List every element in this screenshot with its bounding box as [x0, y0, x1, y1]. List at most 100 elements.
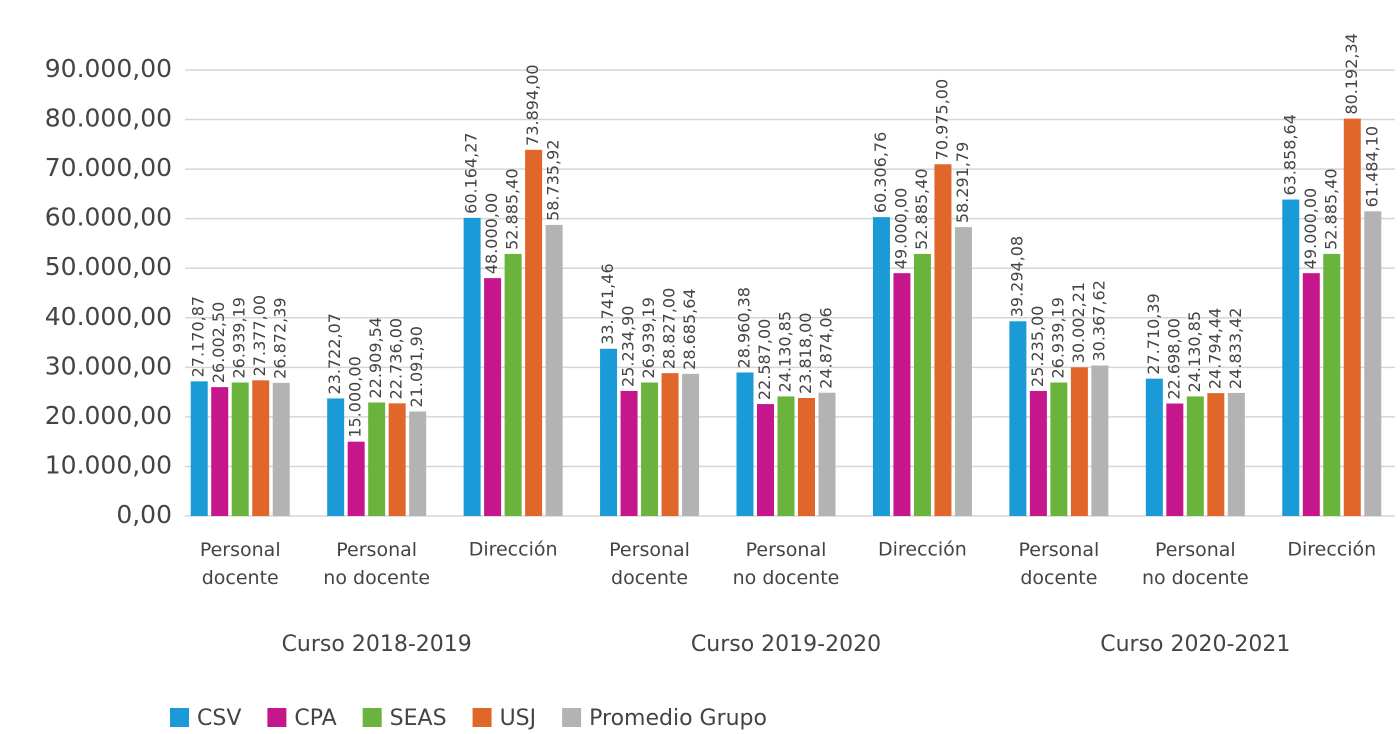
value-label: 23.818,00 — [796, 313, 815, 394]
bar — [872, 217, 890, 517]
bar — [1227, 392, 1245, 516]
value-label: 26.939,19 — [230, 297, 249, 378]
value-label: 39.294,08 — [1007, 236, 1026, 317]
bar — [231, 382, 249, 516]
x-tick-label: Dirección — [1287, 539, 1376, 561]
value-label: 58.291,79 — [953, 142, 972, 223]
value-label: 60.306,76 — [871, 132, 890, 213]
value-label: 52.885,40 — [912, 168, 931, 249]
value-label: 49.000,00 — [1301, 188, 1320, 269]
y-tick-label: 60.000,00 — [45, 203, 172, 232]
value-label: 22.698,00 — [1164, 318, 1183, 399]
bar — [463, 217, 481, 517]
y-tick-label: 80.000,00 — [45, 104, 172, 133]
bar — [1091, 365, 1109, 516]
bar — [327, 398, 345, 516]
legend-label: SEAS — [390, 706, 447, 731]
value-label: 60.164,27 — [462, 132, 481, 213]
x-tick-label: Personal docente — [200, 539, 281, 589]
bar — [661, 373, 679, 516]
legend-label: CPA — [294, 706, 336, 731]
x-tick-label: Personal no docente — [323, 539, 430, 589]
value-label: 33.741,46 — [598, 263, 617, 344]
bar — [388, 403, 406, 516]
bar — [913, 253, 931, 516]
x-tick-label: Personal docente — [609, 539, 690, 589]
bar — [954, 227, 972, 517]
value-label: 30.367,62 — [1089, 280, 1108, 361]
bar — [798, 397, 815, 516]
value-label: 24.130,85 — [1185, 311, 1204, 392]
value-label: 52.885,40 — [503, 168, 522, 249]
bar — [1009, 321, 1027, 516]
value-label: 26.872,39 — [271, 297, 290, 378]
value-label: 27.170,87 — [189, 296, 208, 377]
bar — [252, 380, 270, 516]
bar — [1364, 211, 1382, 516]
x-tick-label: Dirección — [878, 539, 967, 561]
bar — [1282, 199, 1300, 516]
value-label: 22.736,00 — [387, 318, 406, 399]
value-label: 24.130,85 — [776, 311, 795, 392]
y-tick-label: 20.000,00 — [45, 401, 172, 430]
value-label: 21.091,90 — [407, 326, 426, 407]
legend-swatch — [562, 708, 582, 727]
value-label: 52.885,40 — [1321, 168, 1340, 249]
y-tick-label: 70.000,00 — [45, 153, 172, 182]
value-label: 28.827,00 — [660, 288, 679, 369]
value-label: 24.794,44 — [1205, 308, 1224, 389]
legend-label: CSV — [197, 706, 241, 731]
group-label: Curso 2020-2021 — [1100, 632, 1290, 657]
bar — [211, 387, 229, 516]
bar — [347, 441, 365, 516]
bar — [1050, 382, 1068, 516]
group-label: Curso 2018-2019 — [282, 632, 472, 657]
y-tick-label: 10.000,00 — [45, 450, 172, 479]
value-label: 27.377,00 — [250, 295, 269, 376]
y-tick-label: 90.000,00 — [45, 54, 172, 83]
value-label: 23.722,07 — [325, 313, 344, 394]
value-label: 28.685,64 — [680, 288, 699, 369]
bar — [525, 149, 543, 516]
value-label: 70.975,00 — [932, 79, 951, 160]
value-label: 63.858,64 — [1280, 114, 1299, 195]
value-label: 22.587,00 — [755, 319, 774, 400]
bar — [1323, 253, 1341, 516]
bar — [409, 411, 427, 516]
y-tick-label: 0,00 — [116, 500, 172, 529]
bar — [545, 224, 563, 516]
bar — [504, 253, 522, 516]
bar — [1070, 367, 1088, 516]
bar — [757, 404, 774, 516]
value-label: 25.234,90 — [619, 306, 638, 387]
legend-label: USJ — [500, 706, 537, 731]
bar — [777, 396, 795, 516]
legend-swatch — [472, 708, 492, 727]
bar — [368, 402, 386, 516]
bar — [484, 278, 502, 516]
legend-swatch — [267, 708, 287, 727]
value-label: 22.909,54 — [366, 317, 385, 398]
x-tick-label: Dirección — [469, 539, 558, 561]
bar — [934, 164, 952, 516]
group-label: Curso 2019-2020 — [691, 632, 881, 657]
y-tick-label: 50.000,00 — [45, 252, 172, 281]
bar — [1343, 118, 1361, 516]
bar — [1029, 390, 1047, 516]
value-label: 26.002,50 — [209, 302, 228, 383]
bar — [620, 390, 638, 516]
value-label: 49.000,00 — [891, 188, 910, 269]
bar — [1145, 378, 1163, 516]
value-label: 73.894,00 — [523, 64, 542, 145]
legend-swatch — [170, 708, 189, 727]
bar — [818, 392, 836, 516]
bar — [600, 348, 618, 516]
legend-swatch — [362, 708, 382, 727]
y-tick-label: 40.000,00 — [45, 302, 172, 331]
x-tick-label: Personal no docente — [1142, 539, 1249, 589]
value-label: 26.939,19 — [1048, 297, 1067, 378]
legend-label: Promedio Grupo — [589, 706, 767, 731]
value-label: 61.484,10 — [1362, 126, 1381, 207]
bar — [190, 381, 208, 516]
